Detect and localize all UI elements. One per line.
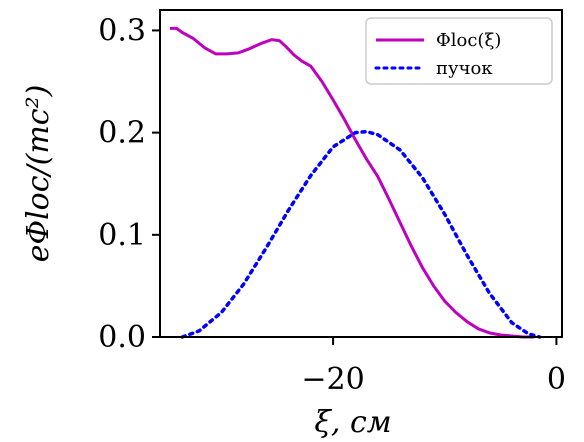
- y-tick-label: 0.1: [98, 218, 146, 253]
- y-axis-label: eΦloc/(mc²): [21, 85, 56, 263]
- legend-label-0: Φloc(ξ): [436, 30, 501, 51]
- legend-box: [365, 17, 553, 85]
- series-line-1: [180, 129, 542, 339]
- axes-layer: 0.0 0.1 0.2 0.3 −20 0 ξ, см eΦloc/(mc²): [21, 9, 566, 440]
- y-tick-label: 0.2: [98, 116, 146, 151]
- y-tick-label: 0.0: [98, 320, 146, 355]
- y-tick-label: 0.3: [98, 13, 146, 48]
- plot-frame: [159, 9, 563, 338]
- legend-label-1: пучок: [436, 58, 493, 79]
- series-layer: [170, 26, 542, 339]
- x-axis-label: ξ, см: [314, 405, 391, 440]
- series-line-0: [170, 26, 535, 339]
- legend: Φloc(ξ) пучок: [365, 17, 553, 85]
- x-tick-label: −20: [301, 362, 364, 397]
- x-tick-label: 0: [547, 362, 566, 397]
